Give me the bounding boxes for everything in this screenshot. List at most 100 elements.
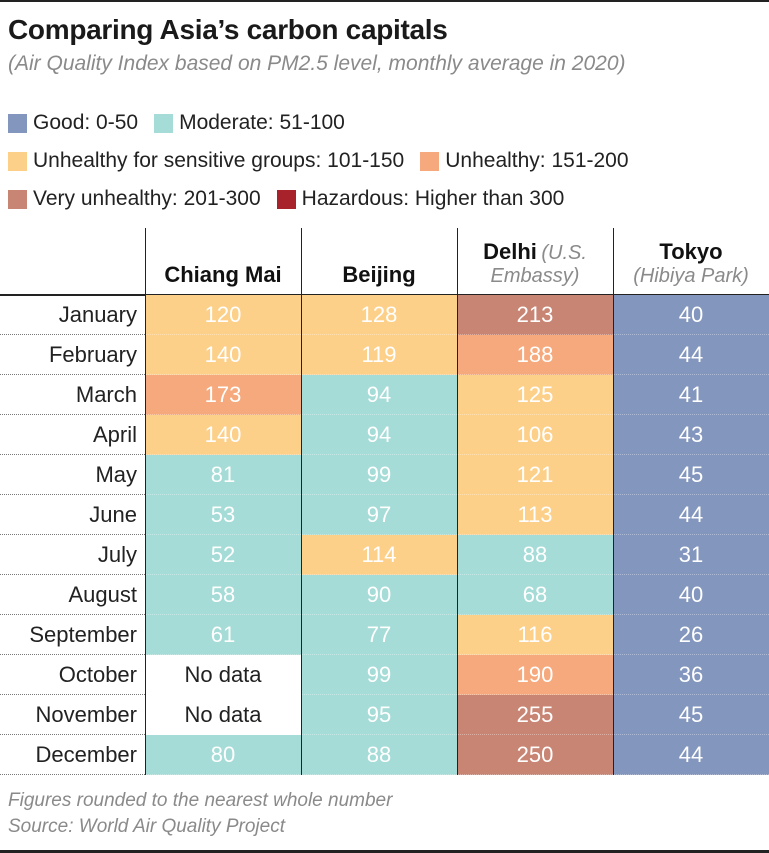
aqi-cell: 106 — [457, 415, 613, 455]
aqi-cell: 95 — [301, 695, 457, 735]
legend-row: Unhealthy for sensitive groups: 101-150 … — [8, 142, 768, 180]
aqi-cell: 121 — [457, 455, 613, 495]
month-label: May — [95, 462, 137, 487]
column-name: Tokyo — [659, 239, 723, 264]
table-row: May 81 99 121 45 — [0, 455, 769, 495]
aqi-cell: 125 — [457, 375, 613, 415]
aqi-cell: 61 — [145, 615, 301, 655]
aqi-cell: 45 — [613, 695, 769, 735]
aqi-cell: 213 — [457, 295, 613, 335]
aqi-cell: 128 — [301, 295, 457, 335]
aqi-cell: 99 — [301, 455, 457, 495]
bottom-rule — [0, 850, 769, 853]
column-header-chiang-mai: Chiang Mai — [145, 228, 301, 294]
legend-swatch-very-unhealthy — [8, 189, 27, 209]
column-header-delhi: Delhi (U.S. Embassy) — [457, 228, 613, 294]
aqi-cell: 40 — [613, 295, 769, 335]
aqi-cell: 94 — [301, 375, 457, 415]
legend-swatch-moderate — [154, 113, 174, 133]
table-row: November No data 95 255 45 — [0, 695, 769, 735]
aqi-cell: 52 — [145, 535, 301, 575]
aqi-cell: 114 — [301, 535, 457, 575]
table-row: September 61 77 116 26 — [0, 615, 769, 655]
legend-label-moderate: Moderate: 51-100 — [179, 111, 345, 134]
column-divider — [301, 228, 302, 775]
legend-swatch-sensitive — [8, 151, 27, 171]
column-header-beijing: Beijing — [301, 228, 457, 294]
row-separator — [0, 654, 145, 655]
aqi-cell: 44 — [613, 735, 769, 775]
footnote: Figures rounded to the nearest whole num… — [8, 790, 393, 811]
legend-item-sensitive: Unhealthy for sensitive groups: 101-150 — [8, 149, 404, 173]
top-rule — [0, 0, 769, 2]
column-header-tokyo: Tokyo (Hibiya Park) — [613, 228, 769, 294]
aqi-cell: No data — [145, 655, 301, 695]
legend-item-hazardous: Hazardous: Higher than 300 — [276, 187, 565, 211]
aqi-cell: 94 — [301, 415, 457, 455]
table-row: January 120 128 213 40 — [0, 295, 769, 335]
column-subname: Embassy) — [490, 265, 580, 287]
aqi-cell: 113 — [457, 495, 613, 535]
column-divider — [613, 228, 614, 775]
aqi-cell: 58 — [145, 575, 301, 615]
table-row: March 173 94 125 41 — [0, 375, 769, 415]
aqi-cell: 45 — [613, 455, 769, 495]
legend-item-very-unhealthy: Very unhealthy: 201-300 — [8, 187, 261, 211]
legend-swatch-good — [8, 113, 27, 133]
column-name: Beijing — [342, 262, 416, 287]
month-label: November — [35, 702, 137, 727]
aqi-cell: 80 — [145, 735, 301, 775]
row-separator — [0, 574, 145, 575]
legend-label-very-unhealthy: Very unhealthy: 201-300 — [33, 187, 261, 210]
row-separator — [0, 694, 145, 695]
row-separator — [0, 734, 145, 735]
table-row: February 140 119 188 44 — [0, 335, 769, 375]
aqi-cell: 190 — [457, 655, 613, 695]
aqi-cell: 68 — [457, 575, 613, 615]
month-label: June — [89, 502, 137, 527]
legend-label-sensitive: Unhealthy for sensitive groups: 101-150 — [33, 149, 405, 172]
legend-label-hazardous: Hazardous: Higher than 300 — [301, 187, 565, 210]
aqi-cell: 88 — [457, 535, 613, 575]
aqi-cell: 99 — [301, 655, 457, 695]
aqi-cell: 140 — [145, 415, 301, 455]
aqi-cell: 77 — [301, 615, 457, 655]
legend-label-unhealthy: Unhealthy: 151-200 — [445, 149, 629, 172]
legend-row: Good: 0-50 Moderate: 51-100 — [8, 104, 768, 142]
column-divider — [145, 228, 146, 775]
month-label: December — [35, 742, 137, 767]
row-separator — [0, 614, 145, 615]
table-row: June 53 97 113 44 — [0, 495, 769, 535]
column-divider — [457, 228, 458, 775]
aqi-cell: 188 — [457, 335, 613, 375]
aqi-cell: 250 — [457, 735, 613, 775]
month-label: February — [48, 342, 137, 367]
row-separator — [0, 374, 145, 375]
legend-item-moderate: Moderate: 51-100 — [154, 111, 345, 135]
aqi-cell: 44 — [613, 335, 769, 375]
row-separator — [0, 454, 145, 455]
aqi-cell: 116 — [457, 615, 613, 655]
aqi-cell: 97 — [301, 495, 457, 535]
column-subname: (Hibiya Park) — [633, 265, 749, 287]
table-row: December 80 88 250 44 — [0, 735, 769, 775]
aqi-cell: 119 — [301, 335, 457, 375]
column-subname: (U.S. — [541, 242, 587, 264]
row-separator — [0, 774, 145, 775]
aqi-cell: 40 — [613, 575, 769, 615]
legend-row: Very unhealthy: 201-300 Hazardous: Highe… — [8, 180, 768, 218]
aqi-cell: 173 — [145, 375, 301, 415]
chart-subtitle: (Air Quality Index based on PM2.5 level,… — [8, 52, 626, 75]
legend-label-good: Good: 0-50 — [33, 111, 139, 134]
month-label: January — [58, 302, 137, 327]
month-label: March — [75, 382, 137, 407]
column-header-line: Delhi (U.S. — [483, 239, 587, 265]
aqi-cell: 140 — [145, 335, 301, 375]
legend-item-unhealthy: Unhealthy: 151-200 — [420, 149, 629, 173]
aqi-cell: 81 — [145, 455, 301, 495]
row-separator — [0, 414, 145, 415]
month-label: October — [58, 662, 137, 687]
row-separator — [0, 334, 145, 335]
aqi-cell: 36 — [613, 655, 769, 695]
table-row: October No data 99 190 36 — [0, 655, 769, 695]
